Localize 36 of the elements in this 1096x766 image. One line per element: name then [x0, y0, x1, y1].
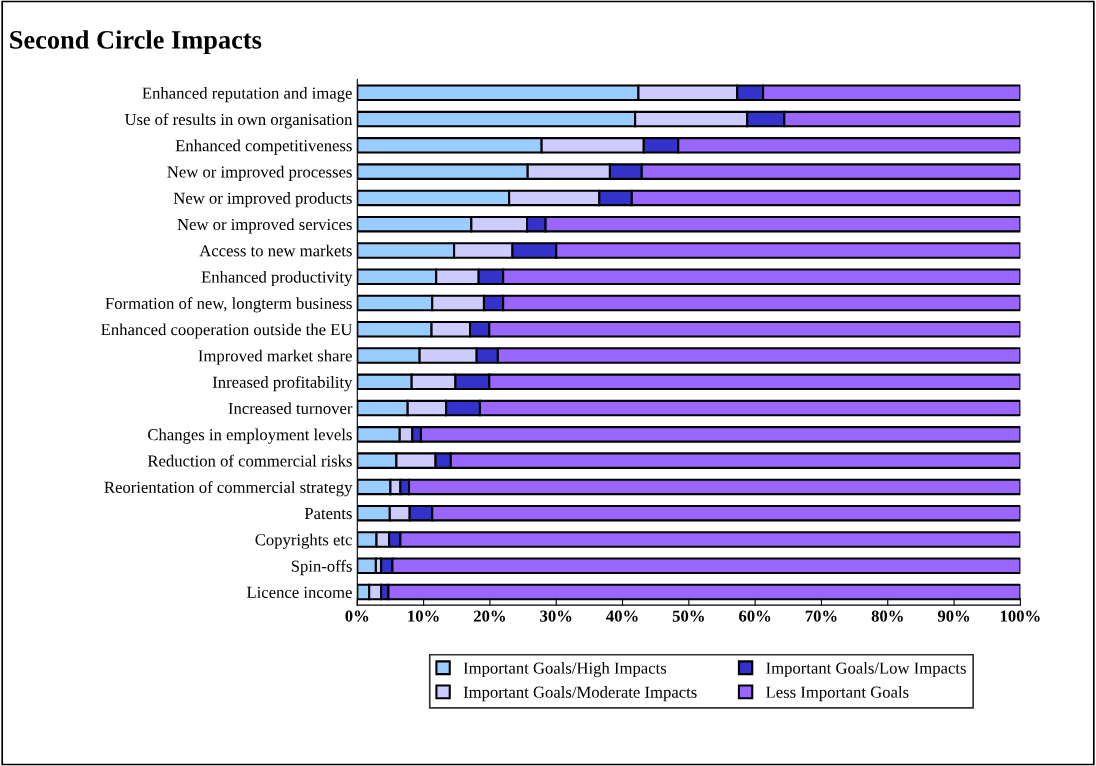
legend-label: Important Goals/High Impacts	[463, 662, 667, 678]
y-tick-label: Access to new markets	[199, 244, 352, 257]
x-tick-label: 90%	[937, 610, 970, 622]
legend-label: Important Goals/Moderate Impacts	[463, 686, 697, 702]
y-tick-label: Inreased profitability	[212, 375, 353, 392]
y-tick-label: Patents	[304, 508, 352, 520]
y-tick-label: Reorientation of commercial strategy	[104, 481, 353, 497]
y-tick-label: Enhanced competitiveness	[175, 139, 352, 155]
y-tick-label: New or improved products	[173, 192, 352, 208]
y-tick-label: Enhanced cooperation outside the EU	[101, 323, 353, 339]
x-tick-label: 70%	[805, 610, 837, 622]
y-tick-label: Formation of new, longterm business	[105, 297, 352, 313]
y-tick-label: Enhanced reputation and image	[142, 87, 352, 103]
x-tick-label: 80%	[871, 610, 903, 622]
text: Second Circle Impacts	[10, 30, 262, 55]
x-tick-label: 100%	[1000, 610, 1040, 622]
x-tick-label: 0%	[345, 610, 369, 622]
y-tick-label: Spin-offs	[291, 559, 352, 576]
x-tick-label: 60%	[739, 610, 771, 622]
x-tick-label: 10%	[408, 610, 439, 622]
y-tick-label: Enhanced productivity	[201, 270, 353, 287]
y-tick-label: Copyrights etc	[255, 533, 352, 549]
y-tick-label: New or improved services	[177, 218, 352, 234]
y-tick-label: Use of results in own organisation	[124, 113, 353, 129]
x-tick-label: 30%	[540, 610, 572, 622]
x-tick-label: 40%	[606, 610, 638, 622]
legend-label: Important Goals/Low Impacts	[766, 662, 966, 678]
legend-label: Less Important Goals	[766, 686, 909, 702]
y-tick-label: Improved market share	[198, 349, 352, 365]
y-tick-label: Licence income	[246, 586, 352, 598]
y-tick-label: Changes in employment levels	[148, 428, 352, 444]
x-tick-label: 20%	[473, 610, 506, 622]
y-tick-label: Reduction of commercial risks	[147, 454, 352, 467]
y-tick-label: Increased turnover	[228, 402, 353, 415]
y-tick-label: New or improved processes	[167, 165, 352, 181]
x-tick-label: 50%	[672, 610, 704, 622]
